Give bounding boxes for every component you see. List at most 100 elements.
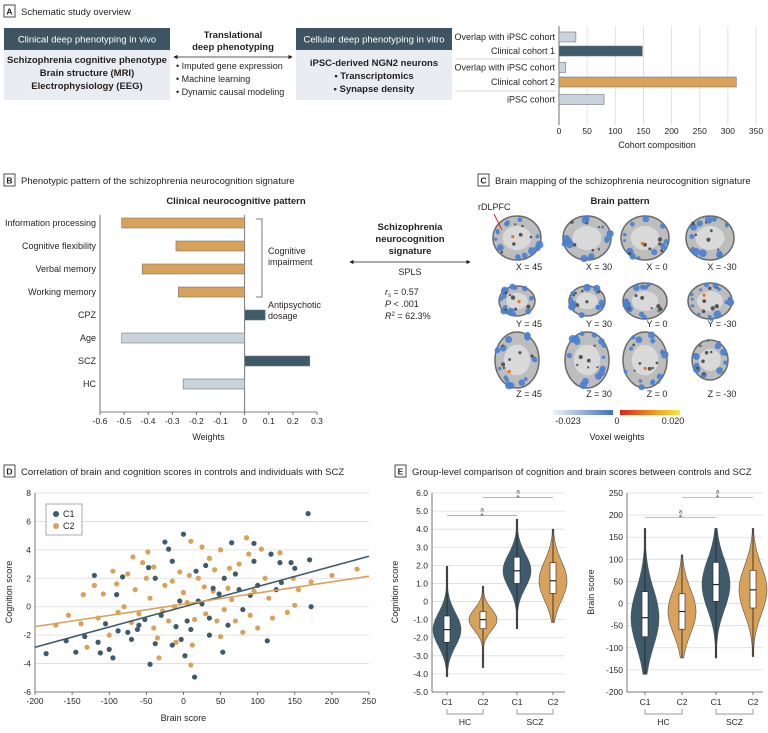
negative-weight-cluster: [506, 308, 513, 315]
sulcus: [699, 344, 702, 348]
x-axis-title: Brain score: [161, 713, 207, 723]
y-tick-label: -50: [611, 621, 624, 631]
negative-weight-cluster: [581, 216, 590, 224]
sulcus: [514, 307, 518, 311]
y-tick-label: 100: [609, 554, 623, 564]
y-tick-label: 6: [26, 516, 31, 526]
negative-weight-cluster: [496, 244, 504, 252]
point-c1: [82, 633, 88, 640]
y-axis-title: Cognition score: [390, 561, 400, 624]
panel-c: C Brain mapping of the schizophrenia neu…: [477, 173, 751, 442]
white-matter: [631, 291, 659, 311]
point-c2: [201, 584, 207, 590]
y-tick-label: -4.0: [413, 669, 428, 679]
negative-weight-cluster: [707, 314, 712, 319]
negative-weight-cluster: [535, 234, 540, 239]
point-c1: [125, 629, 131, 635]
sulcus: [504, 291, 508, 295]
negative-weight-cluster: [524, 334, 531, 341]
negative-weight-cluster: [588, 253, 595, 260]
negative-weight-cluster: [636, 256, 641, 260]
sulcus: [648, 247, 652, 251]
negative-weight-cluster: [507, 382, 515, 389]
colorbar-mid: 0: [614, 416, 619, 426]
point-c1: [277, 560, 283, 566]
x-tick-label: -150: [64, 696, 81, 706]
panel-title: Group-level comparison of cognition and …: [412, 467, 752, 478]
sulcus: [633, 369, 636, 372]
point-c2: [145, 549, 151, 555]
point-c2: [191, 616, 198, 623]
x-tick-label: 0.1: [263, 416, 275, 426]
point-c1: [268, 551, 274, 557]
negative-weight-cluster: [623, 239, 627, 243]
negative-weight-cluster: [623, 298, 629, 305]
negative-weight-cluster: [598, 338, 605, 345]
sulcus: [575, 303, 580, 307]
point-c2: [188, 538, 194, 544]
negative-weight-cluster: [593, 284, 601, 293]
negative-weight-cluster: [699, 288, 703, 292]
in-vitro-line: • Transcriptomics: [334, 71, 413, 82]
sulcus: [572, 242, 577, 247]
negative-weight-cluster: [648, 331, 656, 339]
positive-weight-cluster: [702, 293, 706, 297]
sulcus: [501, 362, 506, 367]
in-vivo-header-text: Clinical deep phenotyping in vivo: [18, 35, 156, 46]
point-c1: [178, 636, 184, 643]
x-tick-label: 150: [288, 696, 302, 706]
point-c2: [246, 551, 252, 557]
significance-marker: [516, 494, 520, 498]
negative-weight-cluster: [726, 298, 735, 307]
negative-weight-cluster: [505, 220, 510, 225]
group-label: HC: [459, 717, 471, 727]
negative-weight-cluster: [711, 216, 717, 222]
point-c1: [166, 546, 172, 552]
category-label: C1: [640, 697, 651, 707]
slice-coordinate-label: X = 0: [646, 262, 667, 272]
category-label: iPSC cohort: [507, 95, 556, 105]
panel-letter-box: [3, 4, 16, 18]
panel-letter-box: [394, 464, 407, 478]
point-c2: [217, 547, 224, 553]
brain-violin-chart: -200 -150 -100 -50 0 50 100 150 200 250 C1 C2 C1 C2 HC…: [586, 488, 768, 727]
sulcus: [702, 372, 706, 376]
negative-weight-cluster: [499, 344, 507, 352]
bar-information-processing: [121, 217, 245, 229]
y-tick-label: 3.0: [416, 542, 428, 552]
sulcus: [597, 226, 600, 229]
brain-slices: X = 45 X = 30 X = 0 X = -30 Y = 45 Y = 30 Y = …: [492, 215, 737, 399]
panel-letter: B: [6, 176, 12, 186]
point-c2: [100, 591, 106, 597]
point-c2: [308, 579, 314, 585]
negative-weight-cluster: [580, 254, 588, 263]
point-c1: [145, 565, 152, 571]
bracket-label: Cognitive: [268, 246, 306, 256]
sulcus: [701, 359, 705, 364]
panel-letter: C: [480, 176, 486, 186]
point-c1: [152, 575, 158, 581]
point-c2: [110, 568, 116, 574]
negative-weight-cluster: [583, 283, 591, 292]
sulcus: [657, 237, 663, 242]
brain-slice: [564, 331, 610, 390]
negative-weight-cluster: [626, 247, 634, 256]
sulcus: [585, 300, 589, 304]
negative-weight-cluster: [692, 365, 701, 374]
point-c1: [221, 575, 227, 581]
legend-marker-c1: [53, 511, 59, 517]
category-label: Clinical cohort 1: [491, 46, 555, 56]
point-c1: [152, 641, 158, 647]
sulcus: [710, 306, 715, 311]
category-label: SCZ: [78, 356, 97, 366]
negative-weight-cluster: [690, 297, 694, 301]
negative-weight-cluster: [690, 292, 694, 297]
panel-b: B Phenotypic pattern of the schizophreni…: [3, 173, 471, 442]
white-matter: [631, 344, 659, 376]
slice-coordinate-label: X = 30: [586, 262, 612, 272]
negative-weight-cluster: [716, 340, 721, 345]
category-label: C2: [478, 697, 489, 707]
brain-slice: [568, 283, 606, 319]
category-label: Overlap with iPSC cohort: [454, 63, 555, 73]
in-vitro-line: iPSC-derived NGN2 neurons: [310, 58, 438, 69]
